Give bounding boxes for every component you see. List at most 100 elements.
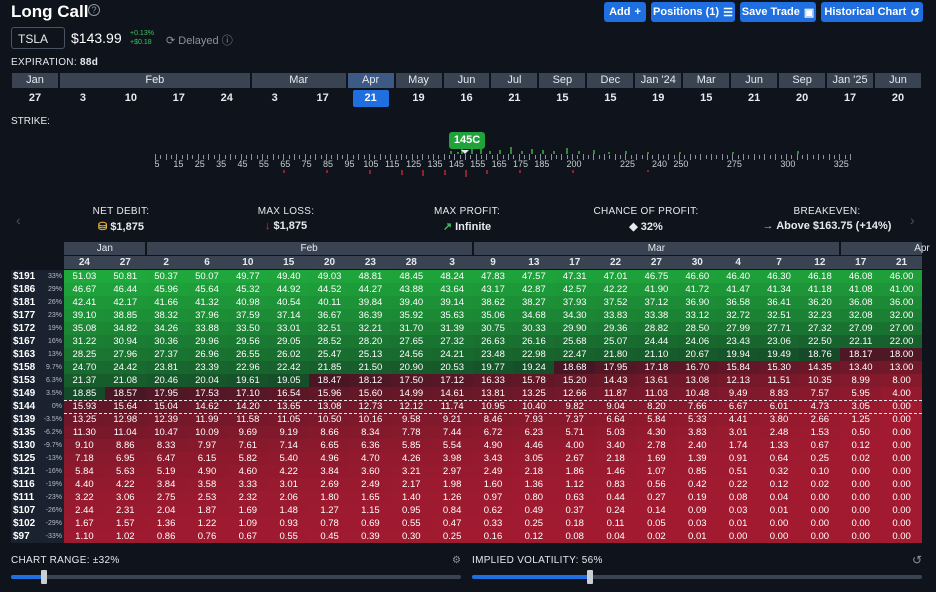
pl-cell[interactable]: 0.27 — [636, 491, 677, 504]
pl-cell[interactable]: 20.67 — [676, 348, 718, 361]
pl-cell[interactable]: 5.19 — [145, 465, 187, 478]
pl-cell[interactable]: 28.82 — [636, 322, 677, 335]
pl-cell[interactable]: 0.33 — [472, 517, 514, 530]
pl-cell[interactable]: 11.30 — [64, 426, 105, 439]
pl-cell[interactable]: 15.84 — [717, 361, 759, 374]
pl-cell[interactable]: 41.34 — [758, 283, 800, 296]
strike-label-35[interactable]: 35 — [216, 159, 227, 169]
pl-cell[interactable]: 38.32 — [145, 309, 187, 322]
pl-cell[interactable]: 42.22 — [595, 283, 636, 296]
pl-cell[interactable]: 0.25 — [431, 530, 473, 543]
pl-cell[interactable]: 9.10 — [64, 439, 105, 452]
pl-cell[interactable]: 11.99 — [186, 413, 228, 426]
pl-cell[interactable]: 17.95 — [595, 361, 636, 374]
pl-cell[interactable]: 37.59 — [227, 309, 269, 322]
pl-cell[interactable]: 37.52 — [595, 296, 636, 309]
pl-cell[interactable]: 2.17 — [390, 478, 432, 491]
pl-cell[interactable]: 4.22 — [104, 478, 146, 491]
pl-cell[interactable]: 0.47 — [431, 517, 473, 530]
pl-cell[interactable]: 32.72 — [717, 309, 759, 322]
pl-cell[interactable]: 25.47 — [309, 348, 350, 361]
pl-cell[interactable]: 10.09 — [186, 426, 228, 439]
pl-cell[interactable]: 46.18 — [799, 270, 841, 283]
pl-cell[interactable]: 1.40 — [390, 491, 432, 504]
pl-cell[interactable]: 1.74 — [717, 439, 759, 452]
pl-cell[interactable]: 36.58 — [717, 296, 759, 309]
pl-cell[interactable]: 31.70 — [390, 322, 432, 335]
pl-cell[interactable]: 37.12 — [636, 296, 677, 309]
expiration-month[interactable]: Mar — [683, 73, 730, 88]
pl-cell[interactable]: 21.08 — [104, 374, 146, 387]
pl-cell[interactable]: 1.33 — [758, 439, 800, 452]
pl-cell[interactable]: 11.05 — [268, 413, 310, 426]
pl-cell[interactable]: 41.66 — [145, 296, 187, 309]
pl-cell[interactable]: 7.18 — [64, 452, 105, 465]
pl-cell[interactable]: 30.94 — [104, 335, 146, 348]
pl-cell[interactable]: 4.96 — [309, 452, 350, 465]
pl-cell[interactable]: 0.00 — [799, 504, 841, 517]
pl-cell[interactable]: 0.84 — [431, 504, 473, 517]
pl-cell[interactable]: 0.56 — [636, 478, 677, 491]
pl-cell[interactable]: 14.35 — [799, 361, 841, 374]
pl-cell[interactable]: 44.52 — [309, 283, 350, 296]
expiration-date[interactable]: 3 — [79, 92, 86, 104]
pl-cell[interactable]: 34.82 — [104, 322, 146, 335]
pl-cell[interactable]: 1.07 — [636, 465, 677, 478]
pl-cell[interactable]: 36.20 — [799, 296, 841, 309]
pl-cell[interactable]: 1.27 — [309, 504, 350, 517]
strike-label-300[interactable]: 300 — [780, 159, 796, 169]
pl-cell[interactable]: 10.47 — [145, 426, 187, 439]
pl-cell[interactable]: 33.01 — [268, 322, 310, 335]
pl-cell[interactable]: 15.30 — [758, 361, 800, 374]
pl-cell[interactable]: 46.30 — [758, 270, 800, 283]
pl-cell[interactable]: 3.05 — [513, 452, 555, 465]
pl-cell[interactable]: 2.49 — [350, 478, 391, 491]
strike-label-240[interactable]: 240 — [652, 159, 668, 169]
strike-label-15[interactable]: 15 — [173, 159, 184, 169]
pl-cell[interactable]: 17.53 — [186, 387, 228, 400]
pl-cell[interactable]: 10.16 — [350, 413, 391, 426]
pl-cell[interactable]: 35.08 — [64, 322, 105, 335]
pl-cell[interactable]: 24.44 — [636, 335, 677, 348]
pl-cell[interactable]: 32.21 — [350, 322, 391, 335]
pl-cell[interactable]: 0.86 — [145, 530, 187, 543]
expiration-date[interactable]: 20 — [796, 92, 809, 104]
pl-cell[interactable]: 5.63 — [104, 465, 146, 478]
pl-cell[interactable]: 22.47 — [554, 348, 596, 361]
pl-cell[interactable]: 33.38 — [636, 309, 677, 322]
pl-cell[interactable]: 0.22 — [717, 478, 759, 491]
strike-label-225[interactable]: 225 — [619, 159, 635, 169]
pl-cell[interactable]: 0.37 — [554, 504, 596, 517]
pl-cell[interactable]: 23.06 — [758, 335, 800, 348]
help-icon[interactable]: ? — [88, 4, 100, 16]
pl-cell[interactable]: 7.66 — [676, 400, 718, 413]
pl-cell[interactable]: 25.68 — [554, 335, 596, 348]
pl-cell[interactable]: 0.42 — [676, 478, 718, 491]
pl-cell[interactable]: 29.05 — [268, 335, 310, 348]
pl-cell[interactable]: 3.84 — [145, 478, 187, 491]
pl-cell[interactable]: 48.24 — [431, 270, 473, 283]
pl-cell[interactable]: 18.68 — [554, 361, 596, 374]
pl-cell[interactable]: 41.08 — [840, 283, 882, 296]
pl-cell[interactable]: 1.69 — [227, 504, 269, 517]
pl-cell[interactable]: 40.11 — [309, 296, 350, 309]
pl-cell[interactable]: 41.00 — [881, 283, 922, 296]
pl-cell[interactable]: 2.32 — [227, 491, 269, 504]
pl-cell[interactable]: 0.03 — [676, 517, 718, 530]
pl-cell[interactable]: 0.09 — [676, 504, 718, 517]
pl-cell[interactable]: 32.00 — [881, 309, 922, 322]
pl-cell[interactable]: 1.53 — [799, 426, 841, 439]
pl-cell[interactable]: 2.48 — [758, 426, 800, 439]
pl-cell[interactable]: 16.70 — [676, 361, 718, 374]
pl-cell[interactable]: 13.08 — [309, 400, 350, 413]
pl-cell[interactable]: 12.12 — [390, 400, 432, 413]
pl-cell[interactable]: 0.00 — [799, 517, 841, 530]
pl-cell[interactable]: 19.24 — [513, 361, 555, 374]
chart-range-slider[interactable] — [11, 570, 461, 584]
pl-cell[interactable]: 2.18 — [513, 465, 555, 478]
pl-cell[interactable]: 27.00 — [881, 322, 922, 335]
pl-cell[interactable]: 32.51 — [309, 322, 350, 335]
pl-cell[interactable]: 20.90 — [390, 361, 432, 374]
strike-label-55[interactable]: 55 — [258, 159, 269, 169]
pl-cell[interactable]: 7.61 — [227, 439, 269, 452]
